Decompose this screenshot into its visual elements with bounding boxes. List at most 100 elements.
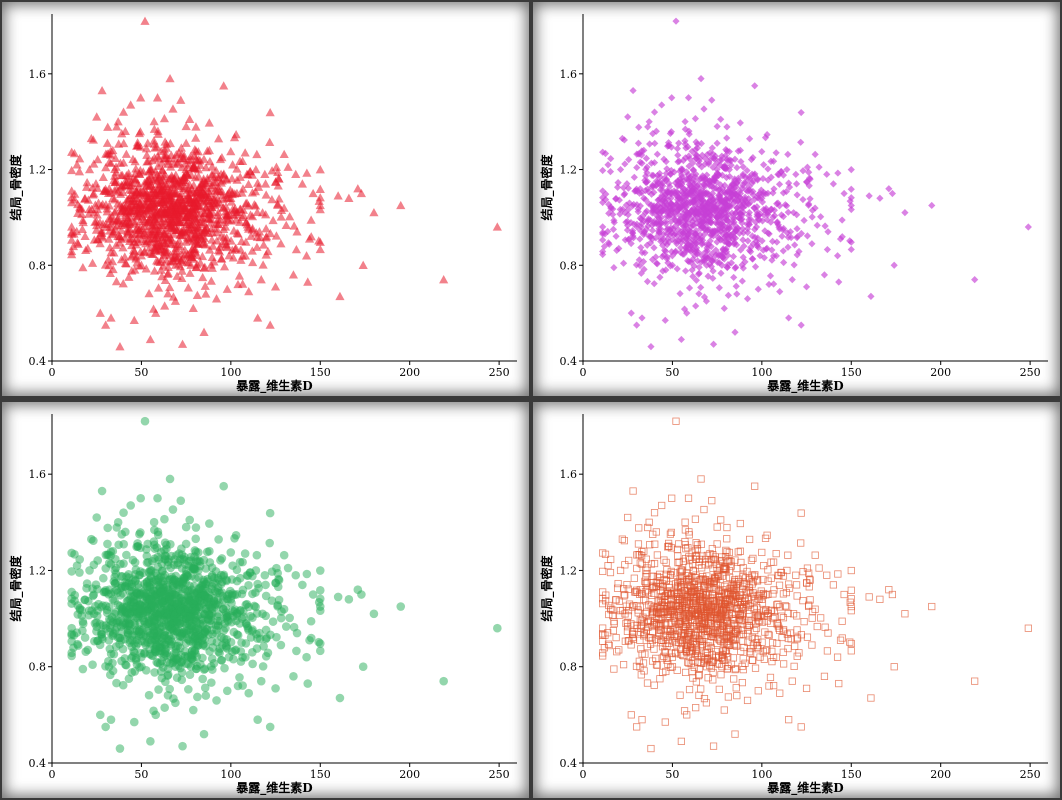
data-point — [709, 267, 717, 275]
data-point — [735, 229, 744, 237]
data-point — [613, 584, 622, 592]
data-point — [155, 257, 165, 267]
data-point — [251, 164, 261, 174]
data-point — [731, 328, 739, 336]
data-point — [664, 209, 672, 217]
data-point — [74, 167, 85, 176]
data-point — [629, 227, 637, 235]
data-point — [164, 193, 175, 202]
data-point — [190, 595, 200, 605]
data-point — [192, 156, 202, 165]
data-point — [168, 179, 178, 188]
data-point — [252, 207, 262, 216]
data-point — [110, 596, 119, 606]
data-point — [674, 559, 682, 567]
data-point — [797, 723, 805, 731]
data-point — [876, 194, 884, 202]
data-point — [808, 641, 816, 649]
data-point — [656, 169, 664, 178]
data-point — [733, 164, 741, 172]
data-point — [143, 138, 153, 147]
data-point — [142, 150, 152, 159]
data-point — [140, 416, 150, 426]
data-point — [607, 604, 615, 612]
data-point — [638, 560, 646, 568]
data-point — [189, 589, 198, 598]
data-point — [212, 629, 222, 639]
data-point — [733, 290, 741, 298]
data-point — [164, 235, 174, 244]
data-points — [67, 16, 502, 351]
data-point — [111, 240, 121, 249]
data-point — [805, 575, 814, 583]
data-point — [890, 261, 898, 269]
data-point — [743, 220, 751, 228]
data-point — [276, 640, 286, 650]
data-point — [760, 655, 768, 663]
data-point — [335, 693, 345, 703]
data-point — [765, 682, 773, 690]
data-point — [396, 602, 406, 611]
data-point — [834, 570, 842, 578]
data-point — [790, 662, 798, 670]
data-point — [241, 237, 251, 246]
data-point — [179, 555, 189, 565]
data-point — [636, 261, 644, 270]
data-point — [169, 225, 179, 234]
data-point — [647, 560, 656, 568]
data-point — [117, 530, 127, 539]
data-point — [720, 564, 728, 572]
data-point — [150, 554, 159, 563]
data-point — [252, 550, 262, 560]
data-point — [764, 577, 772, 585]
data-point — [163, 289, 173, 298]
data-point — [784, 208, 792, 216]
x-tick-label: 100 — [751, 366, 772, 379]
data-point — [276, 613, 286, 623]
data-point — [770, 280, 778, 288]
data-point — [772, 149, 780, 157]
data-point — [198, 232, 208, 241]
data-point — [797, 539, 805, 547]
data-point — [724, 291, 732, 299]
data-point — [738, 203, 747, 211]
data-point — [243, 179, 254, 188]
data-point — [615, 646, 623, 654]
data-point — [780, 626, 788, 634]
data-point — [653, 551, 661, 559]
data-point — [261, 651, 271, 661]
data-point — [241, 639, 251, 648]
data-point — [148, 249, 158, 258]
data-point — [643, 679, 652, 687]
data-point — [92, 513, 102, 522]
data-point — [105, 242, 115, 252]
data-point — [226, 236, 236, 245]
data-point — [847, 245, 855, 254]
data-point — [829, 581, 837, 589]
data-point — [773, 620, 781, 628]
data-point — [773, 200, 781, 208]
data-point — [289, 672, 298, 681]
data-point — [120, 258, 131, 267]
data-point — [770, 586, 778, 594]
data-point — [160, 150, 170, 159]
data-point — [335, 291, 345, 301]
data-point — [677, 616, 685, 624]
data-point — [238, 585, 248, 595]
data-point — [103, 122, 113, 131]
data-point — [625, 556, 633, 565]
data-point — [190, 163, 200, 173]
data-point — [157, 235, 167, 244]
data-point — [104, 550, 113, 559]
data-point — [153, 575, 163, 584]
data-point — [642, 555, 650, 563]
x-tick-label: 250 — [489, 768, 510, 781]
data-point — [67, 548, 76, 558]
x-tick-label: 100 — [220, 768, 241, 781]
data-point — [165, 257, 175, 266]
data-point — [664, 139, 673, 147]
data-point — [650, 217, 658, 226]
data-point — [725, 641, 733, 650]
data-point — [67, 637, 76, 646]
